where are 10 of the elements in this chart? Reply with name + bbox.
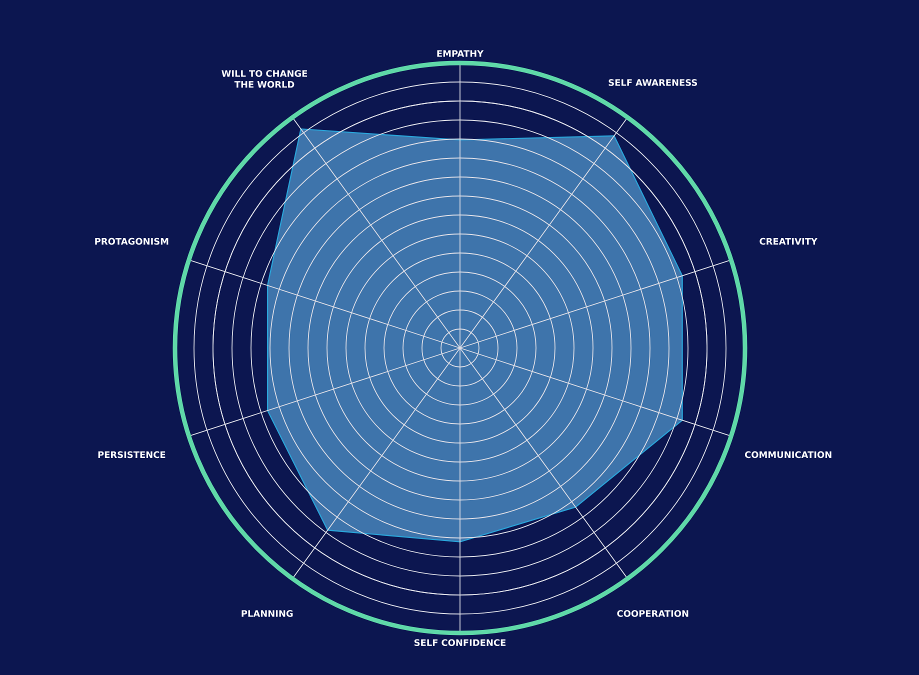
spoke-label: SELF AWARENESS xyxy=(608,79,697,86)
spoke-label: COMMUNICATION xyxy=(744,451,832,458)
spoke-label: PROTAGONISM xyxy=(95,238,168,245)
spoke-label: PLANNING xyxy=(242,610,293,617)
spoke-label: COOPERATION xyxy=(617,610,688,617)
spoke-label: EMPATHY xyxy=(437,50,484,57)
spoke-label: CREATIVITY xyxy=(760,238,818,245)
spoke-label: PERSISTENCE xyxy=(98,451,166,458)
spoke-label: SELF CONFIDENCE xyxy=(414,639,506,646)
spoke-label: WILL TO CHANGE THE WORLD xyxy=(222,70,308,88)
